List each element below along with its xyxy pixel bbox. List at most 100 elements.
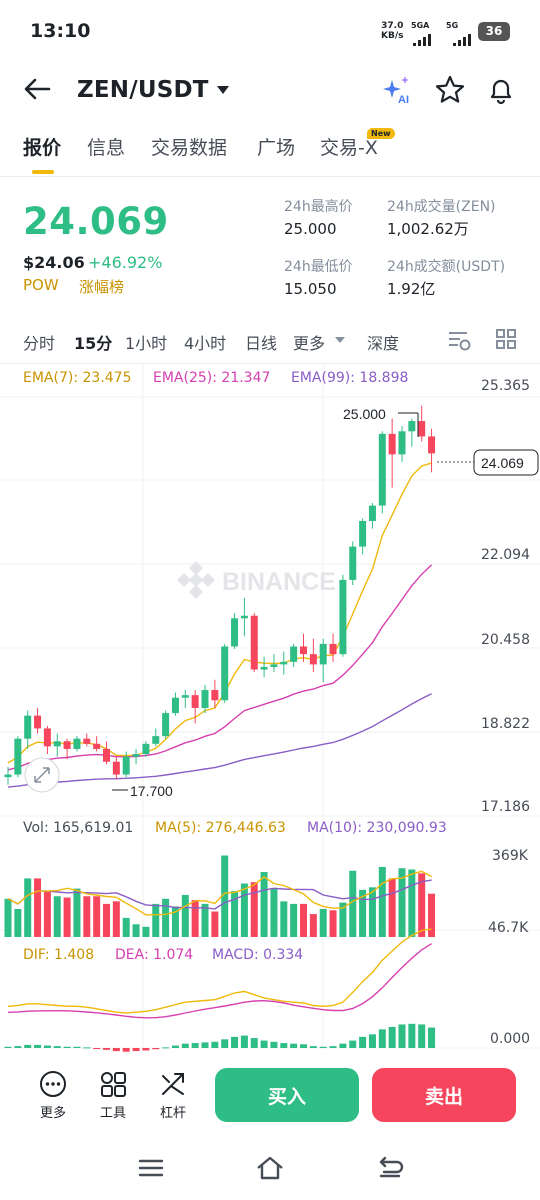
more-label: 更多: [39, 1106, 66, 1121]
volume-bar: [201, 903, 209, 937]
macd-bar: [63, 1046, 71, 1048]
return-icon[interactable]: [375, 1153, 405, 1183]
macd-legend: MACD: 0.334: [212, 947, 304, 963]
macd-bar: [93, 1048, 101, 1049]
interval-more[interactable]: 更多: [293, 334, 326, 353]
signal-label-1: 5GA: [411, 21, 430, 30]
candle-body: [398, 431, 406, 455]
back-arrow-icon[interactable]: [22, 74, 52, 104]
macd-bar: [368, 1034, 376, 1048]
candle-body: [191, 695, 199, 708]
macd-histogram: [4, 1023, 436, 1052]
tag-gainers[interactable]: 涨幅榜: [79, 278, 125, 296]
signal-icon: [453, 30, 471, 46]
tab-trading-data[interactable]: 交易数据: [151, 137, 228, 159]
more-button[interactable]: 更多: [33, 1070, 73, 1121]
dea-legend: DEA: 1.074: [115, 947, 194, 963]
volume-bar: [349, 870, 357, 937]
interval-depth[interactable]: 深度: [367, 334, 400, 353]
volume-bar: [152, 903, 160, 937]
tools-button[interactable]: 工具: [93, 1070, 133, 1121]
tag-pow[interactable]: POW: [23, 276, 59, 294]
divider: [0, 363, 540, 364]
tab-square[interactable]: 广场: [257, 137, 296, 159]
high-label: 24h最高价: [284, 199, 353, 215]
dif-legend: DIF: 1.408: [23, 947, 95, 963]
volume-bar: [418, 873, 426, 937]
volume-bar: [191, 900, 199, 937]
indicator-settings-icon[interactable]: [446, 327, 472, 353]
home-icon[interactable]: [255, 1153, 285, 1183]
pair-title[interactable]: ZEN/USDT: [77, 77, 209, 103]
volume-bar: [428, 893, 436, 937]
macd-bar: [191, 1043, 199, 1048]
buy-button[interactable]: 买入: [215, 1068, 359, 1122]
volume-ma10-path: [7, 879, 432, 910]
macd-bar: [428, 1027, 436, 1048]
ai-sparkle-icon[interactable]: AI: [381, 74, 413, 106]
candle-body: [221, 646, 229, 701]
kline-chart[interactable]: BINANCE 25.000 17.700 24.069: [0, 364, 540, 1054]
menu-icon[interactable]: [136, 1153, 166, 1183]
candle-body: [24, 715, 32, 739]
expand-icon[interactable]: [24, 757, 60, 793]
macd-bar: [132, 1048, 140, 1052]
macd-bar: [270, 1041, 278, 1048]
candle-body: [319, 643, 327, 665]
interval-timeline[interactable]: 分时: [23, 334, 56, 353]
volume-bar: [260, 872, 268, 937]
volume-bar: [43, 891, 51, 937]
interval-1d[interactable]: 日线: [245, 334, 278, 353]
price-axis-label: 22.094: [481, 547, 530, 563]
macd-bar: [388, 1026, 396, 1048]
candle-body: [132, 754, 140, 757]
layout-grid-icon[interactable]: [494, 327, 518, 351]
ema99-line: [7, 693, 432, 788]
macd-bar: [309, 1046, 317, 1048]
volume-bar: [300, 903, 307, 937]
candle-body: [93, 743, 101, 749]
macd-bar: [290, 1043, 298, 1048]
macd-bar: [319, 1046, 327, 1048]
macd-bar: [398, 1024, 406, 1048]
bell-icon[interactable]: [485, 74, 517, 106]
macd-bar: [339, 1043, 347, 1048]
chevron-down-icon[interactable]: [335, 337, 345, 343]
price-axis-label: 20.458: [481, 632, 530, 648]
star-icon[interactable]: [434, 74, 466, 106]
candle-body: [368, 505, 376, 521]
volume-axis-bottom: 46.7K: [488, 920, 529, 936]
signal-icon: [413, 30, 431, 46]
dea-path: [7, 943, 432, 1019]
volume-bar: [73, 888, 81, 937]
clock: 13:10: [30, 20, 91, 42]
candle-body: [378, 433, 386, 506]
tab-trade-x[interactable]: 交易-X: [320, 137, 378, 159]
interval-1h[interactable]: 1小时: [125, 334, 168, 353]
ema99-path: [7, 693, 432, 788]
tab-quote[interactable]: 报价: [23, 137, 62, 159]
low-label: 24h最低价: [284, 259, 353, 275]
candle-body: [83, 738, 91, 744]
interval-4h[interactable]: 4小时: [184, 334, 227, 353]
volume-bar: [4, 898, 12, 937]
volume-bar: [280, 901, 288, 937]
leverage-button[interactable]: 杠杆: [153, 1070, 193, 1121]
macd-bar: [221, 1039, 229, 1048]
low-value: 15.050: [284, 280, 337, 298]
macd-bar: [300, 1044, 307, 1048]
ema7-line: [7, 462, 432, 764]
macd-bar: [329, 1046, 337, 1048]
candle-body: [181, 695, 189, 698]
macd-bar: [152, 1048, 160, 1050]
tab-info[interactable]: 信息: [87, 137, 126, 159]
macd-bar: [4, 1046, 12, 1048]
volume-bar: [231, 891, 239, 937]
chevron-down-icon[interactable]: [217, 86, 229, 94]
volume-bar: [34, 878, 42, 937]
macd-bar: [53, 1046, 61, 1048]
amount-value: 1.92亿: [387, 280, 436, 298]
sell-button[interactable]: 卖出: [372, 1068, 516, 1122]
interval-15m[interactable]: 15分: [74, 334, 113, 353]
macd-bar: [142, 1048, 150, 1051]
